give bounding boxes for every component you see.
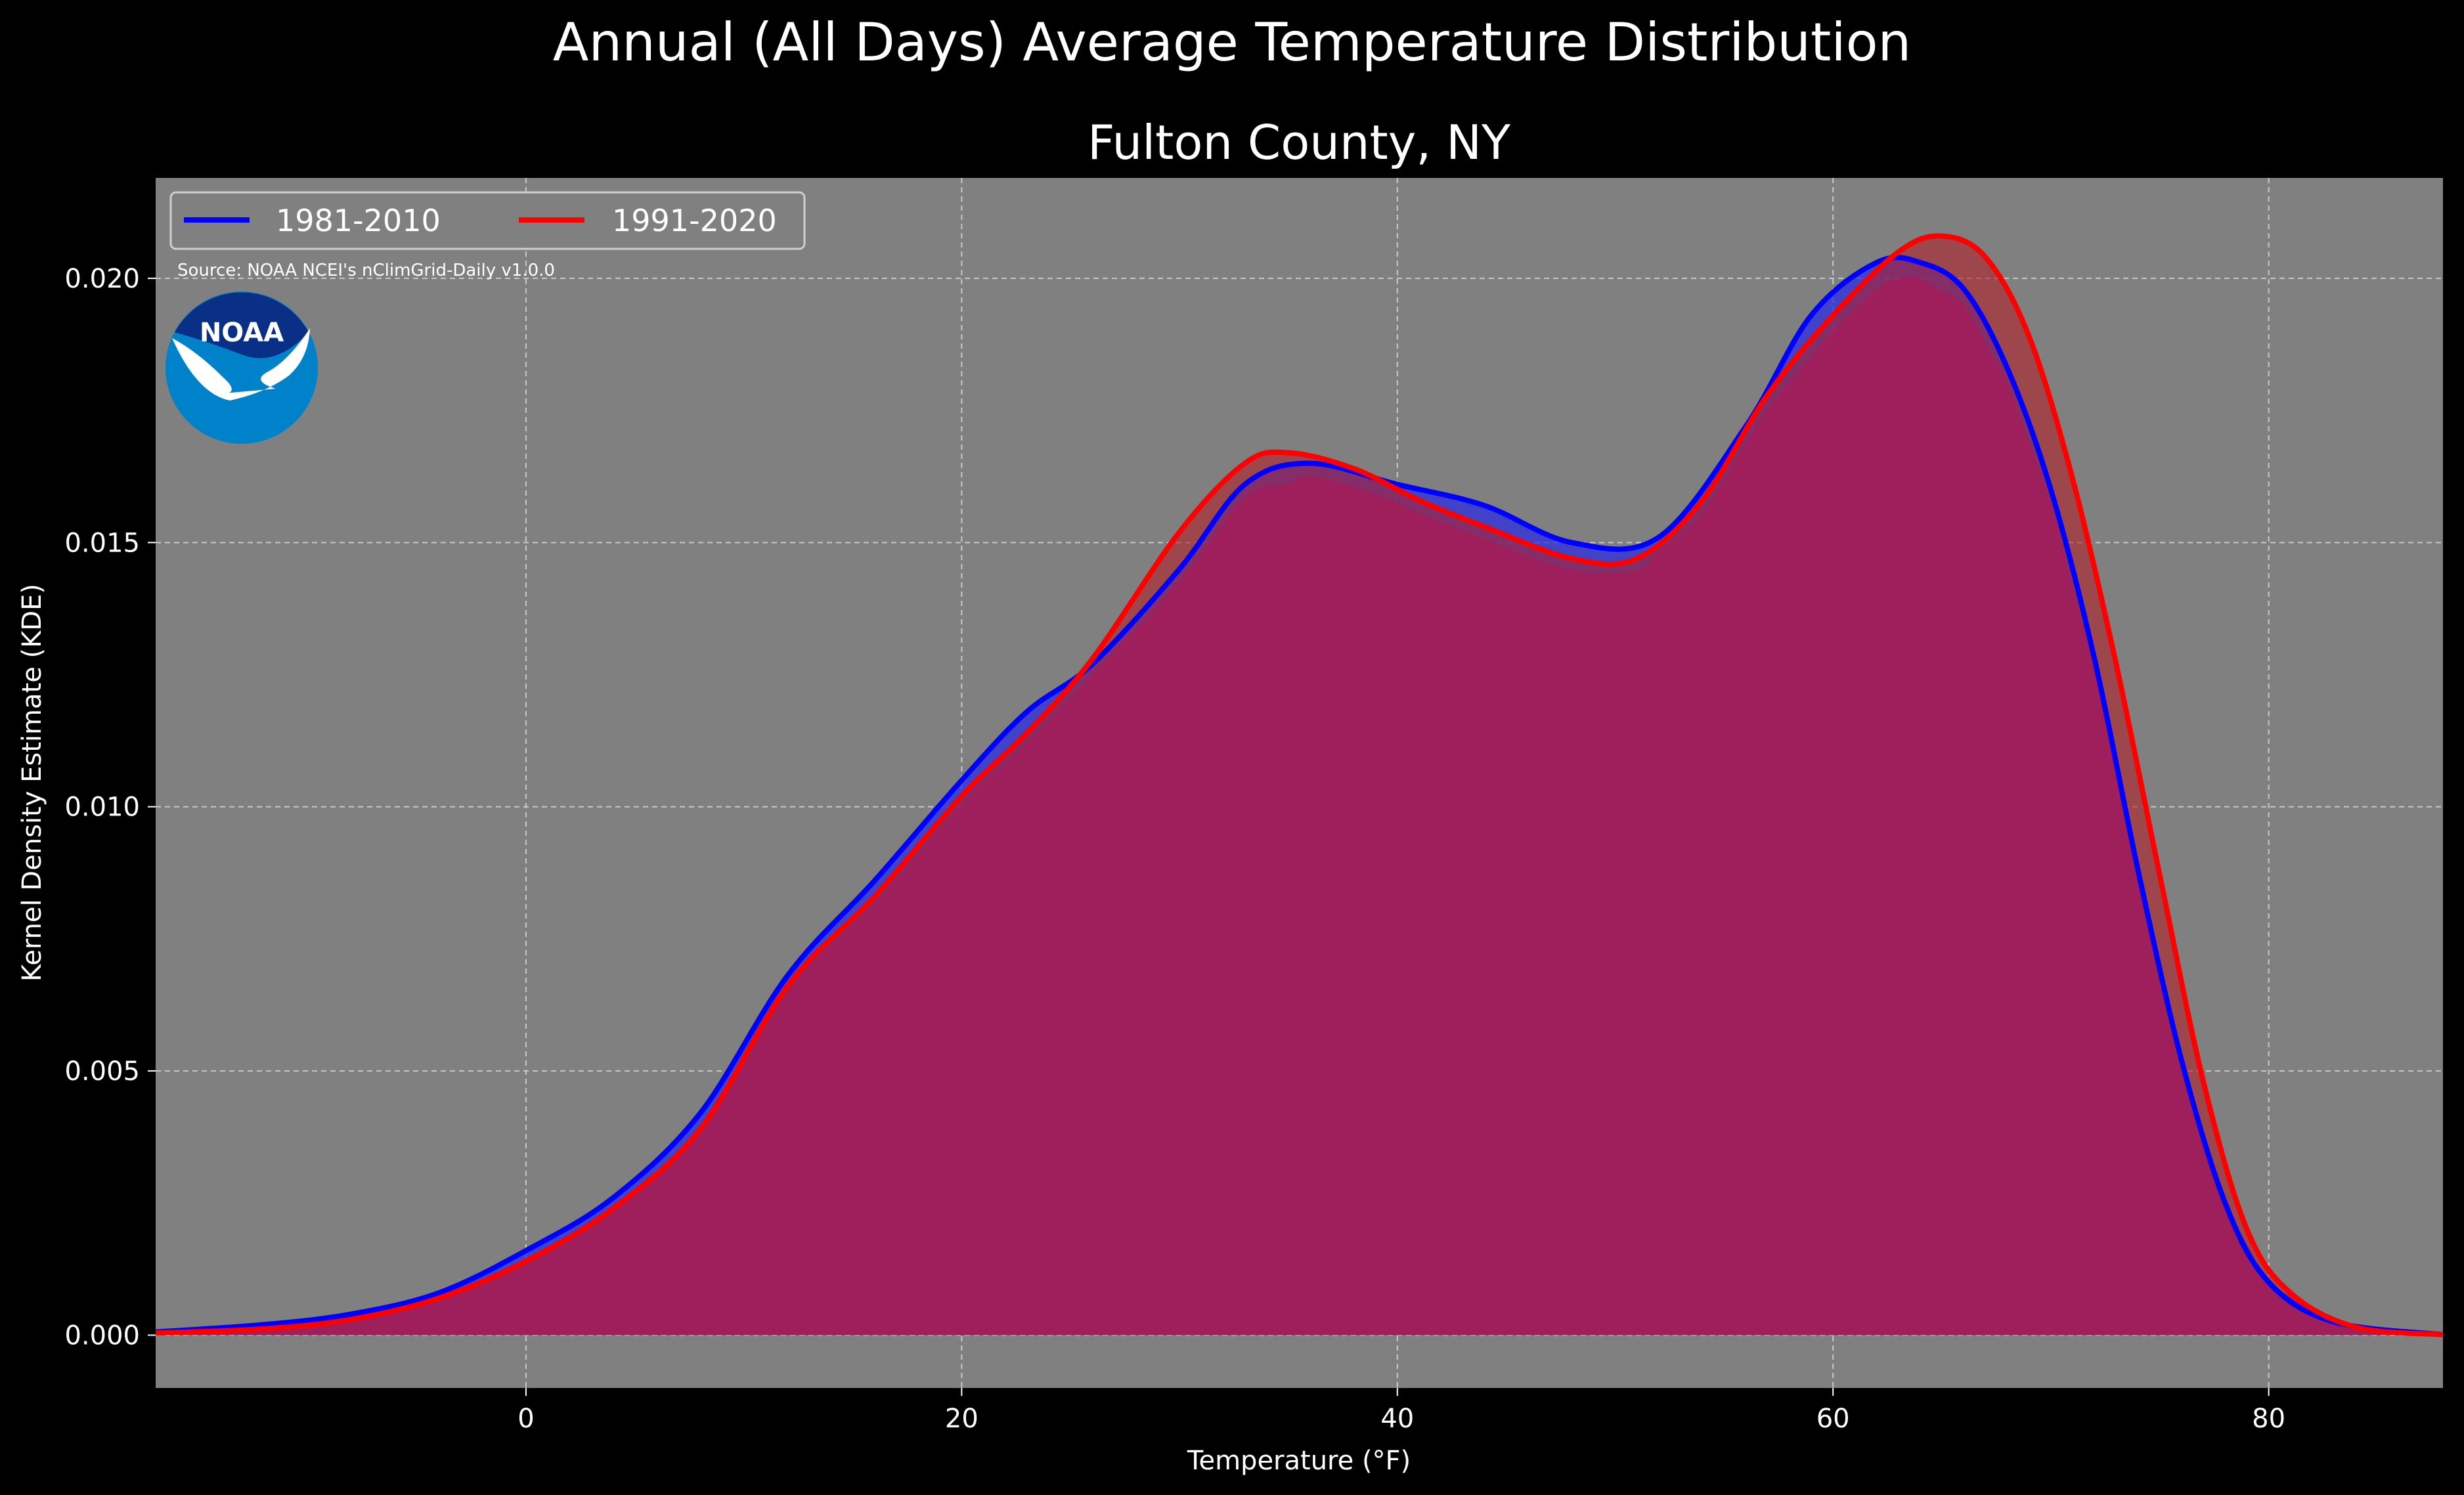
legend-label-1991-2020: 1991-2020	[612, 203, 777, 238]
y-tick-label: 0.000	[64, 1321, 140, 1351]
area-overlap	[156, 277, 2443, 1335]
legend-label-1981-2010: 1981-2010	[276, 203, 441, 238]
y-tick-label: 0.005	[64, 1056, 140, 1087]
x-tick-label: 80	[2252, 1404, 2285, 1434]
x-tick-label: 0	[517, 1404, 534, 1434]
x-axis-label: Temperature (°F)	[1187, 1446, 1411, 1476]
legend: 1981-2010 1991-2020	[169, 191, 806, 250]
density-lines	[155, 233, 2444, 1337]
line-1991-2020	[155, 233, 2444, 1337]
chart-title: Annual (All Days) Average Temperature Di…	[553, 12, 1911, 73]
y-tick-label: 0.015	[64, 528, 140, 558]
axis-ticks: 0 20 40 60 80 0.000 0.005 0.010 0.015 0.020	[64, 264, 2285, 1434]
x-tick-label: 20	[945, 1404, 979, 1434]
noaa-logo-upper	[175, 292, 309, 358]
noaa-logo: NOAA	[165, 292, 318, 444]
density-areas	[156, 236, 2443, 1335]
source-note: Source: NOAA NCEI's nClimGrid-Daily v1.0…	[177, 261, 555, 280]
line-1981-2010	[155, 255, 2444, 1337]
noaa-logo-bird	[172, 328, 310, 401]
x-tick-label: 60	[1816, 1404, 1850, 1434]
noaa-logo-text: NOAA	[200, 318, 284, 348]
y-tick-label: 0.020	[64, 264, 140, 294]
x-tick-label: 40	[1380, 1404, 1414, 1434]
y-axis-label: Kernel Density Estimate (KDE)	[17, 584, 47, 982]
legend-box	[169, 191, 806, 250]
y-tick-label: 0.010	[64, 792, 140, 823]
chart-subtitle: Fulton County, NY	[1088, 115, 1511, 170]
